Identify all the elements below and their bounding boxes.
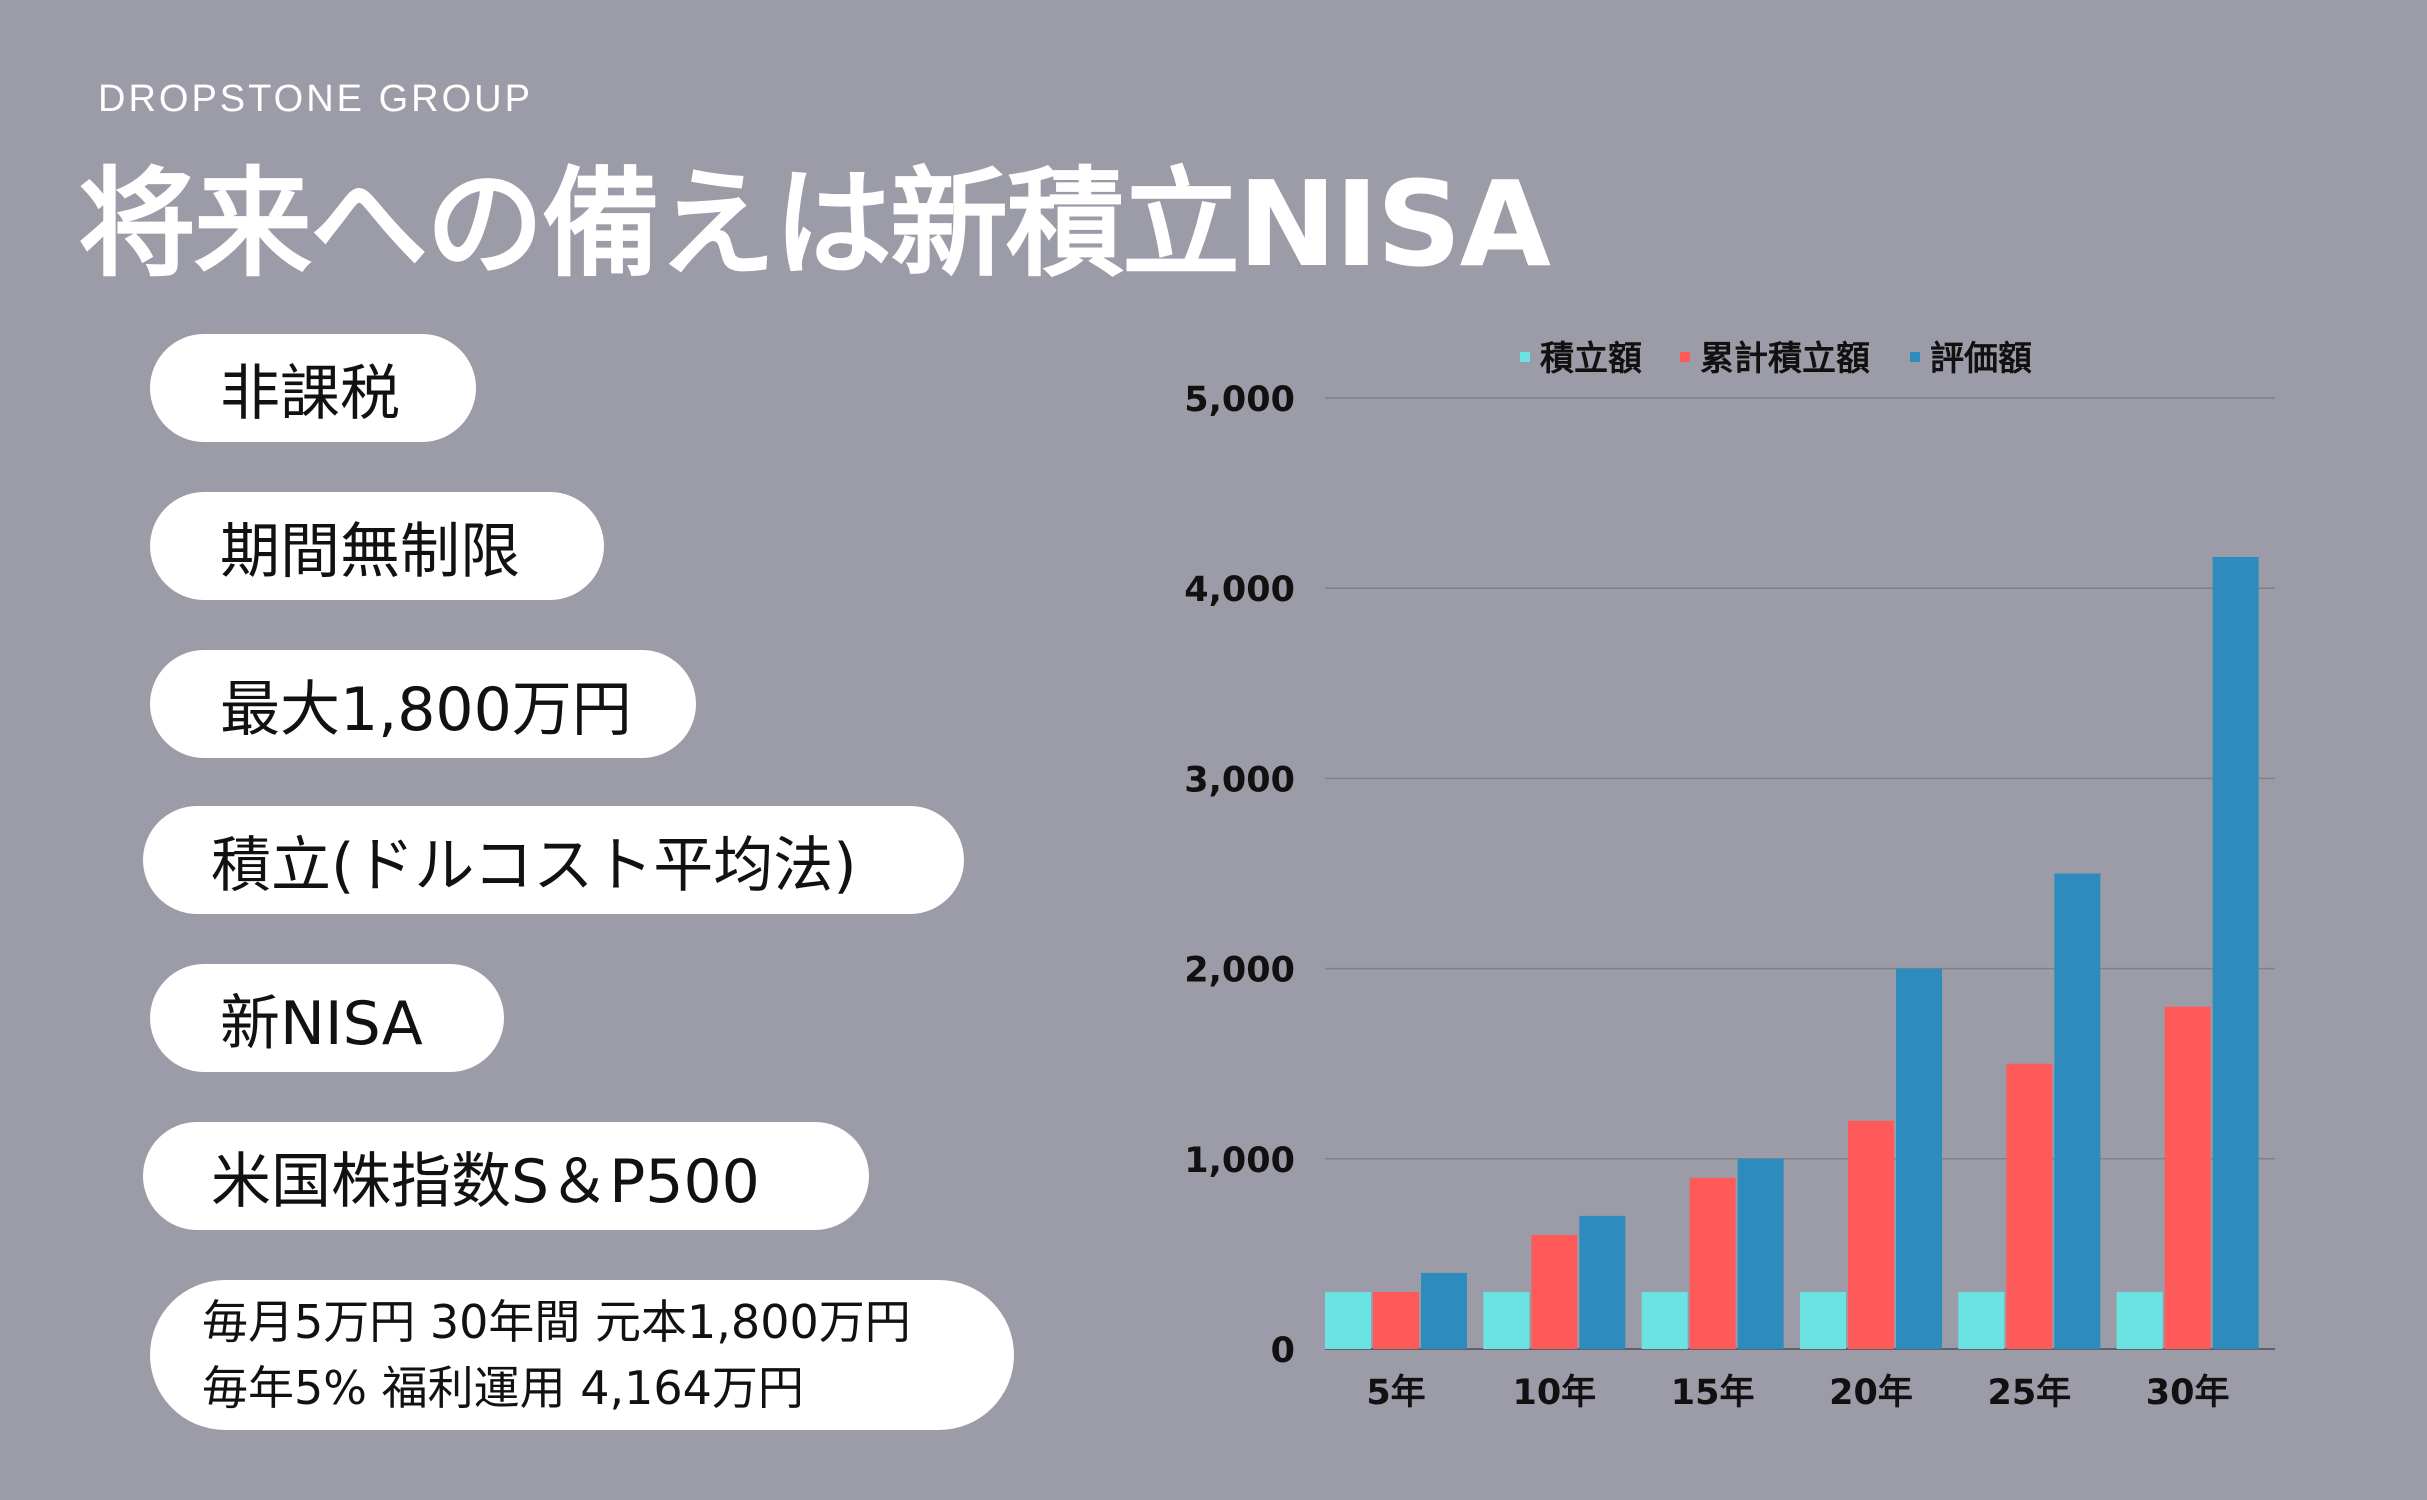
- summary-line-2: 毎年5% 福利運用 4,164万円: [202, 1361, 804, 1415]
- feature-label: 新NISA: [220, 988, 423, 1059]
- bar-3: [1421, 1272, 1467, 1349]
- bar-3: [1737, 1158, 1784, 1349]
- feature-badge-unlimited-period: 期間無制限: [150, 492, 604, 600]
- legend-label: 積立額: [1540, 339, 1642, 379]
- x-tick-label: 25年: [1987, 1373, 2071, 1413]
- bar-2: [2006, 1063, 2053, 1349]
- feature-label: 期間無制限: [220, 516, 520, 587]
- bar-2: [1689, 1177, 1736, 1349]
- bar-1: [1483, 1291, 1530, 1349]
- summary-line-1: 毎月5万円 30年間 元本1,800万円: [202, 1295, 911, 1349]
- bar-2: [1373, 1291, 1419, 1349]
- y-tick-label: 1,000: [1184, 1141, 1295, 1181]
- feature-badge-max-amount: 最大1,800万円: [150, 650, 696, 758]
- bar-3: [1579, 1215, 1626, 1349]
- x-tick-label: 30年: [2146, 1373, 2230, 1413]
- bar-2: [2164, 1006, 2211, 1349]
- feature-label: 積立(ドルコスト平均法): [211, 830, 857, 901]
- y-tick-label: 2,000: [1184, 951, 1295, 991]
- x-tick-label: 20年: [1829, 1373, 1913, 1413]
- bar-chart: 0 1,000 2,000 3,000 4,000 5,000 5年 10年 15年 20年 25年…: [1184, 339, 2275, 1413]
- legend-label: 評価額: [1930, 339, 2032, 379]
- y-tick-label: 3,000: [1184, 760, 1295, 800]
- bar-3: [2212, 557, 2259, 1349]
- feature-label: 米国株指数S＆P500: [211, 1146, 760, 1217]
- bar-1: [2116, 1291, 2163, 1349]
- bar-1: [1641, 1291, 1688, 1349]
- bar-1: [1800, 1291, 1846, 1349]
- x-tick-label: 15年: [1671, 1373, 1755, 1413]
- y-tick-label: 0: [1271, 1331, 1295, 1371]
- feature-badge-tax-free: 非課税: [150, 334, 476, 442]
- y-tick-label: 5,000: [1184, 380, 1295, 420]
- bar-2: [1848, 1120, 1894, 1349]
- y-tick-label: 4,000: [1184, 570, 1295, 610]
- bar-2: [1531, 1234, 1578, 1349]
- legend-swatch: [1680, 352, 1690, 362]
- brand-label: DROPSTONE GROUP: [98, 78, 533, 120]
- x-tick-label: 5年: [1366, 1373, 1425, 1413]
- legend-swatch: [1520, 352, 1530, 362]
- x-tick-label: 10年: [1512, 1373, 1596, 1413]
- feature-badge-new-nisa: 新NISA: [150, 964, 504, 1072]
- legend-label: 累計積立額: [1700, 339, 1870, 379]
- bar-3: [2054, 873, 2101, 1349]
- bar-1: [1325, 1291, 1371, 1349]
- feature-badge-sp500: 米国株指数S＆P500: [143, 1122, 869, 1230]
- legend-swatch: [1910, 352, 1920, 362]
- page-title: 将来への備えは新積立NISA: [78, 155, 1551, 293]
- bar-3: [1896, 968, 1942, 1349]
- feature-label: 最大1,800万円: [220, 674, 632, 745]
- summary-box: 毎月5万円 30年間 元本1,800万円 毎年5% 福利運用 4,164万円: [150, 1280, 1014, 1430]
- feature-badge-dollar-cost-averaging: 積立(ドルコスト平均法): [143, 806, 964, 914]
- bar-1: [1958, 1291, 2005, 1349]
- feature-label: 非課税: [220, 358, 400, 429]
